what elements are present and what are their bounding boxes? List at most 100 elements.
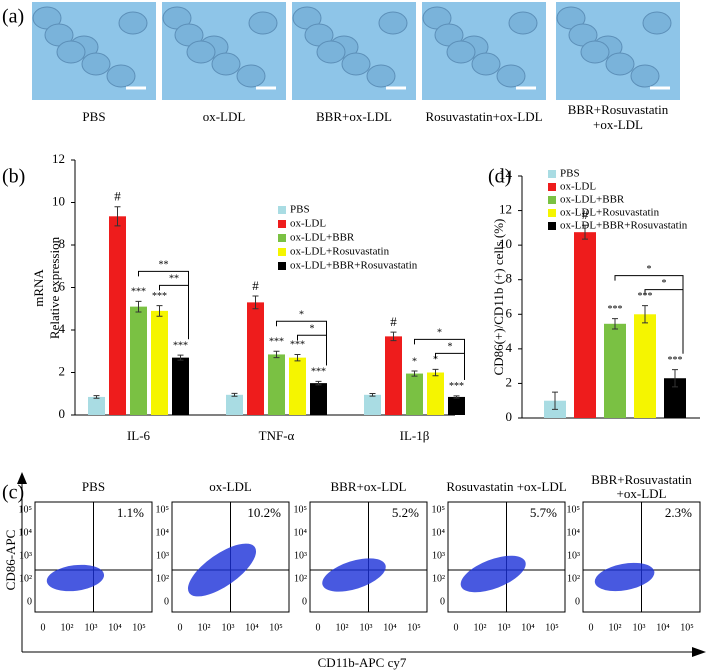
legend-swatch (278, 220, 286, 228)
y-tick-label: 0 (302, 596, 307, 607)
x-tick-label: 0 (589, 622, 594, 633)
cell-cloud (594, 562, 655, 592)
x-tick-label: 10⁴ (521, 622, 535, 633)
plot-title: +ox-LDL (617, 486, 667, 501)
legend-swatch (278, 206, 286, 214)
y-tick-label: 4 (59, 321, 66, 336)
y-tick-label: 4 (506, 340, 513, 355)
error-bar (672, 369, 678, 388)
significance-marker: *** (311, 367, 326, 378)
cell-cloud (46, 564, 105, 592)
significance-marker: * (433, 355, 438, 366)
x-axis-title: CD11b-APC cy7 (318, 655, 407, 670)
y-tick-label: 10⁵ (567, 504, 581, 515)
x-tick-label: 10² (474, 622, 487, 633)
y-tick-label: 10 (499, 236, 512, 251)
error-bar (642, 305, 648, 324)
cell (248, 11, 278, 35)
x-tick-label: 10³ (633, 622, 646, 633)
gate-percent: 5.7% (530, 505, 557, 520)
bar (88, 396, 105, 415)
legend-label: ox-LDL+Rosuvastatin (290, 246, 390, 258)
error-bar (231, 392, 238, 397)
bracket-label: * (437, 328, 442, 339)
x-tick-label: 0 (41, 622, 46, 633)
cell (236, 64, 266, 88)
bar (364, 394, 381, 415)
legend-label: PBS (290, 204, 310, 216)
y-tick-label: 10⁵ (156, 504, 170, 515)
x-tick-label: IL-6 (127, 428, 151, 443)
y-axis-title: mRNA (31, 269, 46, 307)
bar (130, 306, 147, 415)
y-axis-title: CD86(+)/CD11b (+) cells (%) (491, 219, 506, 376)
y-tick-label: 6 (59, 278, 66, 293)
bar (310, 383, 327, 415)
significance-marker: # (114, 189, 121, 204)
error-bar (114, 206, 121, 227)
y-tick-label: 10² (567, 573, 580, 584)
y-tick-label: 10⁴ (567, 527, 581, 538)
x-tick-label: 0 (316, 622, 321, 633)
y-tick-label: 10² (156, 573, 169, 584)
y-tick-label: 10³ (432, 550, 445, 561)
bracket (159, 284, 189, 340)
y-axis-title: CD86-APC (3, 530, 18, 591)
plot-title: ox-LDL (209, 479, 252, 494)
y-tick-label: 10⁵ (432, 504, 446, 515)
x-tick-label: 10⁵ (545, 622, 559, 633)
y-tick-label: 12 (52, 151, 65, 166)
x-tick-label: 10³ (498, 622, 511, 633)
cell-cloud (322, 558, 386, 592)
bar (226, 394, 243, 415)
x-tick-label: 0 (178, 622, 183, 633)
legend-label: ox-LDL+BBR (560, 194, 625, 206)
y-tick-label: 10³ (294, 550, 307, 561)
x-tick-label: 10⁵ (407, 622, 421, 633)
cell (316, 40, 346, 64)
x-tick-label: TNF-α (259, 428, 295, 443)
gate-percent: 1.1% (117, 505, 144, 520)
y-tick-label: 10⁴ (156, 527, 170, 538)
error-bar (135, 300, 142, 313)
bracket-label: * (647, 264, 652, 275)
cell (118, 11, 148, 35)
cell (56, 40, 86, 64)
bar (406, 373, 423, 415)
y-tick-label: 10³ (567, 550, 580, 561)
error-bar (552, 391, 558, 410)
bar (385, 336, 402, 415)
y-tick-label: 2 (59, 363, 66, 378)
x-tick-label: 10⁴ (656, 622, 670, 633)
cell (106, 64, 136, 88)
significance-marker: # (252, 278, 259, 293)
significance-marker: * (412, 356, 417, 367)
error-bar (432, 368, 439, 377)
error-bar (177, 354, 184, 361)
bracket-label: * (448, 342, 453, 353)
y-tick-label: 10² (294, 573, 307, 584)
bracket (644, 289, 684, 354)
gate-percent: 5.2% (392, 505, 419, 520)
x-tick-label: 10³ (360, 622, 373, 633)
cell-cloud (460, 555, 526, 593)
x-tick-label: 10² (198, 622, 211, 633)
y-tick-label: 10³ (19, 550, 32, 561)
cell (211, 52, 241, 76)
y-tick-label: 10⁴ (19, 527, 33, 538)
cell (446, 40, 476, 64)
gate-percent: 2.3% (665, 505, 692, 520)
legend-label: ox-LDL (290, 218, 326, 230)
bracket (297, 334, 327, 366)
y-tick-label: 10³ (156, 550, 169, 561)
error-bar (582, 224, 588, 240)
cell (341, 52, 371, 76)
arrow-head (17, 472, 27, 484)
y-tick-label: 14 (499, 167, 513, 182)
bracket-label: * (299, 310, 304, 321)
cell (630, 64, 660, 88)
plot-title: PBS (82, 479, 105, 494)
bar (634, 314, 656, 418)
error-bar (369, 393, 376, 397)
